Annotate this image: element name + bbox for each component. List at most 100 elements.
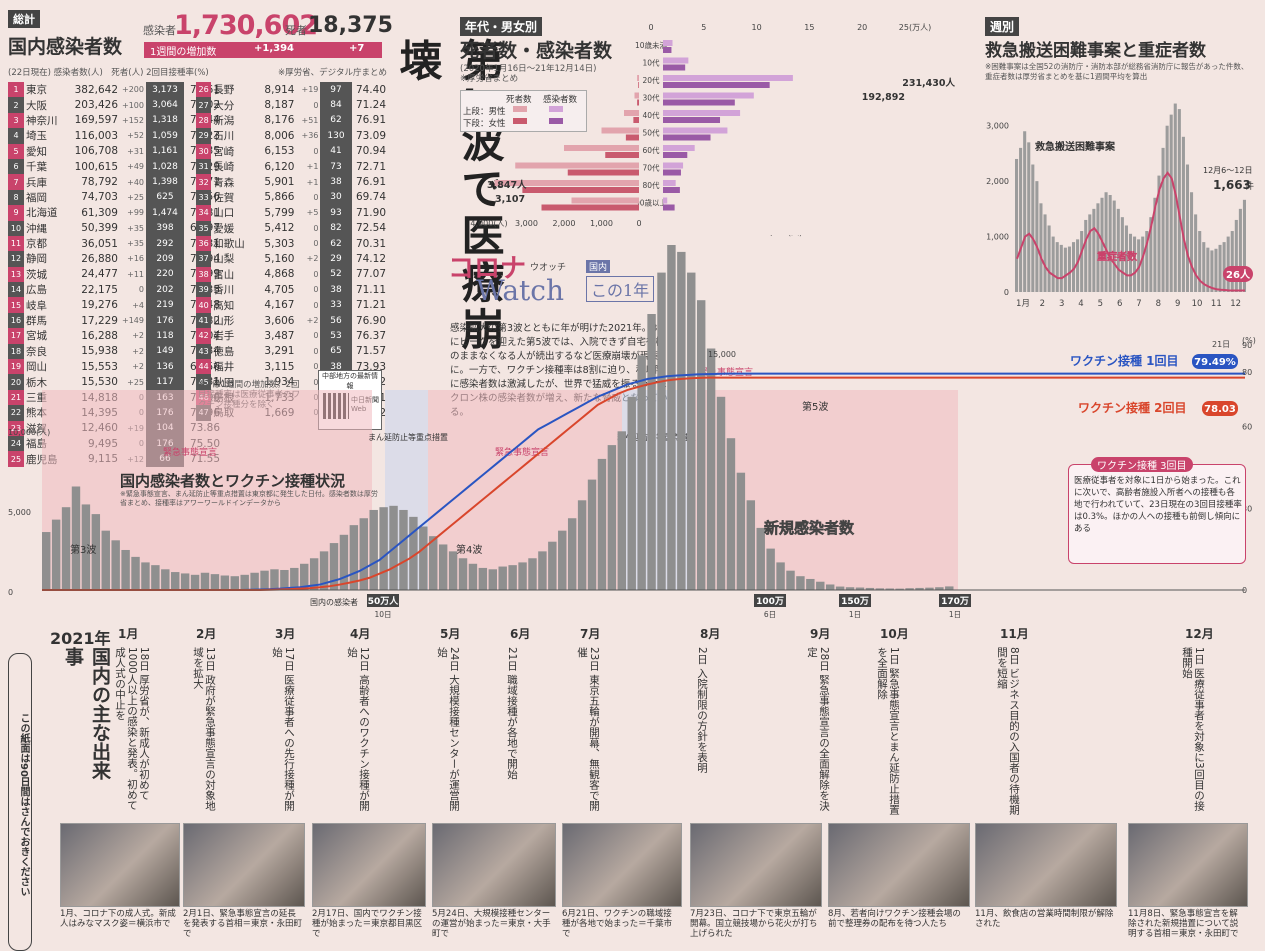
prefecture-deaths: 176 [146,312,184,329]
prefecture-name: 長野 [213,84,235,97]
prefecture-cases: 169,597 [74,114,118,127]
prefecture-cases: 100,615 [74,160,118,173]
hard-case-bar [1165,125,1169,292]
prefecture-rank: 38 [196,266,212,283]
prefecture-row: 38 富山 4,868 0 52 77.07 [196,266,388,283]
prefecture-weekly-add: 0 [138,285,144,295]
prefecture-name: 三重 [26,392,47,404]
prefecture-name: 神奈川 [26,114,58,127]
prefecture-name: 岩手 [213,330,235,343]
prefecture-deaths: 1,318 [146,112,184,129]
prefecture-cases: 78,792 [81,176,118,189]
age-chart-period: (2020年1月16日～21年12月14日) [460,64,597,74]
hard-case-bar [1128,233,1133,292]
event-photo-caption: 11月8日、緊急事態宣言を解除された新規措置について説明する首相＝東京・永田町で [1128,909,1239,939]
prefecture-name: 長崎 [213,161,235,174]
prefecture-deaths: 1,161 [146,143,184,159]
prefecture-cases: 15,938 [81,345,118,358]
death-bar-female [522,187,639,193]
prefecture-rank: 40 [196,297,212,313]
prefecture-name: 香川 [213,284,235,297]
prefecture-cases: 16,288 [81,329,118,342]
case-bar [458,558,468,590]
case-bar [617,431,627,590]
case-bar [419,526,428,590]
age-axis-bottom-tick: 4,000(人) [470,219,507,228]
age-group-label: 20代 [642,75,660,85]
deaths-total: 18,375 [308,13,393,38]
prefecture-weekly-add: 0 [313,285,319,295]
hard-case-bar [1169,114,1173,292]
prefecture-name: 山梨 [213,253,235,266]
death-bar-male [564,145,639,151]
ambulance-panel: 週別 救急搬送困難事案と重症者数 ※困難事案は全国52の消防庁・消防本部が総務省… [985,12,1257,312]
prefecture-vaccination-rate: 76.90 [355,314,386,327]
age-axis-bottom-tick: 1,000 [590,219,613,228]
prefecture-cases: 22,175 [81,283,118,296]
hard-case-bar [1149,217,1153,292]
case-bar [309,558,319,590]
legend-case: 感染者数 [543,95,578,105]
prefecture-vaccination-rate: 71.11 [355,283,386,296]
prefecture-name: 青森 [213,176,235,189]
emergency-label-1: 緊急事態宣言 [163,446,217,458]
ambulance-month-tick: 12 [1230,299,1241,309]
prefecture-deaths: 53 [320,328,352,344]
weekly-label: 1週間の増加数 [150,47,217,58]
case-bar [379,507,388,590]
prefecture-weekly-add: +152 [122,115,144,125]
case-bar [220,575,230,590]
vac1-badge [1192,354,1238,369]
case-bar-male [663,110,741,116]
death-bar-male [624,110,639,116]
prefecture-name: 徳島 [213,345,235,358]
prefecture-name: 愛媛 [213,222,235,235]
prefecture-rank: 35 [196,220,212,236]
prefecture-name: 宮崎 [213,145,235,158]
event-item: 23日 東京五輪が開幕、無観客で開催 [576,647,600,811]
prefecture-deaths: 219 [146,297,184,313]
death-bar-female [567,169,639,176]
summary-tag: 総計 [8,10,40,28]
event-photo [828,823,970,907]
hard-case-bar [1100,197,1104,292]
event-month-label: 4月 [350,627,371,641]
death-bar-female [638,82,639,88]
case-bar [855,587,865,590]
hard-case-bar [1116,208,1120,292]
prefecture-deaths: 398 [146,220,184,236]
case-bar [448,551,458,590]
prefecture-vaccination-rate: 70.31 [355,237,386,250]
hard-case-bar [1153,197,1157,292]
prefecture-rank: 44 [196,359,212,375]
prefecture-weekly-add: +40 [127,177,144,187]
logo-main: コロナ [448,254,527,284]
prefecture-rank: 14 [8,282,24,298]
prefecture-deaths: 3,064 [146,97,184,113]
case-bar [111,540,120,590]
case-bar [141,562,150,590]
prefecture-rank: 34 [196,205,212,221]
death-bar-male [634,92,639,99]
case-bar [230,576,239,590]
case-bar [577,500,587,590]
prefecture-name: 山口 [213,207,235,220]
hard-case-bar [1198,231,1202,292]
wave5-label: 第5波 [802,400,828,413]
death-bar-female [605,152,639,158]
hard-case-bar [1238,208,1242,292]
event-photo-card: 5月24日、大規模接種センターの運営が始まった＝東京・大手町で [432,823,556,945]
hard-case-bar [1112,200,1116,292]
hard-case-bar [1015,158,1019,292]
case-bar [131,556,140,590]
prefecture-name: 滋賀 [26,422,47,435]
event-item: 1日 緊急事態宣言とまん延防止措置を全面解除 [876,647,900,815]
side-note: この紙面は90日間はさんでおきください [8,653,32,951]
age-group-label: 30代 [642,93,660,103]
right-axis-tick: 80 [1242,368,1252,377]
prefecture-rank: 6 [8,158,24,175]
vac2-label: ワクチン接種 2回目 [1078,400,1187,415]
